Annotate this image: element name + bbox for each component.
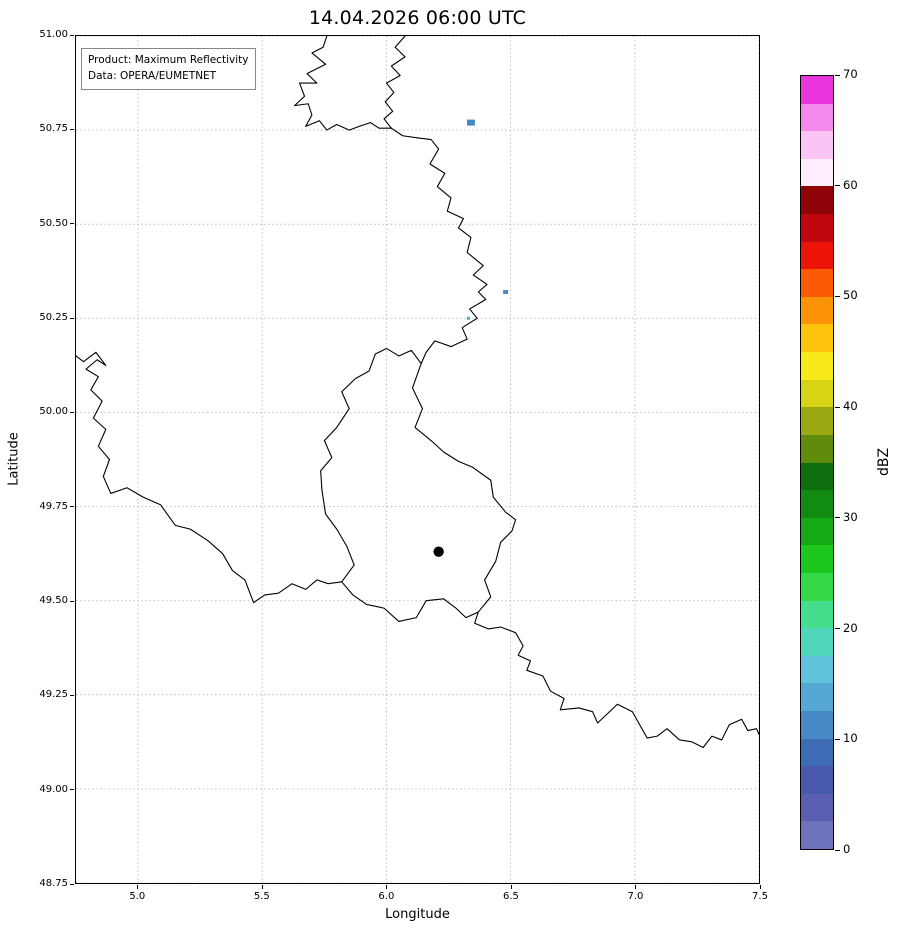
plot-area: Product: Maximum Reflectivity Data: OPER… (75, 35, 760, 884)
colorbar-band (801, 434, 833, 463)
colorbar-band (801, 131, 833, 159)
y-tick-mark (70, 883, 74, 885)
x-tick-label: 6.0 (378, 891, 395, 902)
colorbar-band (801, 407, 833, 435)
country-border (474, 611, 759, 749)
x-tick-mark (137, 885, 139, 889)
colorbar-band (801, 352, 833, 380)
country-border (294, 36, 392, 131)
colorbar-band (801, 186, 833, 215)
x-tick-label: 7.5 (752, 891, 768, 902)
colorbar-tick-mark (835, 74, 840, 76)
colorbar-band (801, 379, 833, 408)
colorbar-band (801, 462, 833, 491)
colorbar-tick-label: 40 (843, 399, 858, 414)
y-tick-mark (70, 506, 74, 508)
colorbar-tick-label: 10 (843, 731, 858, 746)
colorbar-tick-mark (835, 185, 840, 187)
y-tick-mark (70, 34, 74, 36)
country-border (320, 347, 517, 622)
colorbar-tick-mark (835, 517, 840, 519)
y-tick-mark (70, 223, 74, 225)
colorbar (800, 75, 834, 850)
y-tick-label: 50.00 (39, 406, 68, 418)
country-border (383, 36, 406, 129)
colorbar-band (801, 545, 833, 573)
colorbar-tick-label: 30 (843, 509, 858, 524)
y-tick-label: 50.25 (39, 312, 68, 323)
radar-echo (466, 119, 475, 126)
country-border (390, 127, 488, 365)
colorbar-tick-label: 70 (843, 67, 858, 81)
radar-echo (466, 316, 470, 320)
radar-station-marker (433, 546, 444, 557)
colorbar-band (801, 76, 833, 104)
colorbar-band (801, 766, 833, 794)
colorbar-tick-mark (835, 849, 840, 851)
x-tick-label: 6.5 (502, 891, 519, 902)
colorbar-band (801, 655, 833, 684)
colorbar-band (801, 296, 833, 325)
colorbar-band (801, 572, 833, 601)
colorbar-band (801, 517, 833, 546)
colorbar-band (801, 241, 833, 270)
radar-echo (503, 290, 509, 294)
colorbar-band (801, 683, 833, 712)
x-tick-mark (386, 885, 388, 889)
colorbar-tick-label: 20 (843, 620, 858, 635)
colorbar-tick-mark (835, 628, 840, 630)
x-tick-mark (635, 885, 637, 889)
x-tick-label: 7.0 (627, 891, 644, 902)
legend-product-line: Product: Maximum Reflectivity (88, 54, 249, 66)
y-tick-label: 48.75 (39, 878, 68, 889)
y-tick-mark (70, 411, 74, 413)
x-tick-label: 5.5 (253, 891, 270, 902)
colorbar-band (801, 600, 833, 629)
colorbar-band (801, 103, 833, 132)
legend-box: Product: Maximum Reflectivity Data: OPER… (81, 48, 257, 90)
y-tick-label: 49.75 (39, 500, 68, 512)
y-axis-label: Latitude (6, 432, 22, 486)
colorbar-tick-mark (835, 295, 840, 297)
y-tick-mark (70, 789, 74, 791)
y-tick-label: 50.50 (39, 217, 68, 229)
y-tick-label: 49.50 (39, 595, 68, 606)
colorbar-tick-label: 50 (843, 288, 858, 303)
colorbar-band (801, 821, 833, 850)
colorbar-tick-mark (835, 406, 840, 408)
x-tick-mark (760, 885, 761, 889)
colorbar-band (801, 490, 833, 518)
colorbar-band (801, 793, 833, 822)
x-tick-mark (261, 885, 263, 889)
colorbar-band (801, 628, 833, 656)
colorbar-band (801, 214, 833, 242)
x-tick-label: 5.0 (129, 891, 146, 902)
colorbar-tick-label: 0 (843, 842, 851, 856)
colorbar-band (801, 269, 833, 297)
colorbar-band (801, 158, 833, 187)
y-tick-label: 50.75 (39, 123, 68, 135)
y-tick-label: 49.00 (39, 783, 68, 795)
x-tick-mark (510, 885, 512, 889)
colorbar-tick-mark (835, 738, 840, 740)
y-tick-label: 49.25 (39, 689, 68, 701)
country-border (76, 351, 343, 604)
x-axis-label: Longitude (385, 907, 450, 922)
y-tick-mark (70, 317, 74, 319)
map-canvas (76, 36, 759, 883)
colorbar-tick-label: 60 (843, 177, 858, 192)
colorbar-band (801, 324, 833, 353)
colorbar-label: dBZ (876, 447, 892, 477)
y-tick-label: 51.00 (39, 29, 68, 40)
y-tick-mark (70, 128, 74, 130)
y-tick-mark (70, 600, 74, 602)
y-tick-mark (70, 694, 74, 696)
colorbar-band (801, 738, 833, 767)
legend-datasource-line: Data: OPERA/EUMETNET (88, 70, 217, 83)
colorbar-band (801, 711, 833, 739)
plot-title: 14.04.2026 06:00 UTC (308, 7, 527, 29)
